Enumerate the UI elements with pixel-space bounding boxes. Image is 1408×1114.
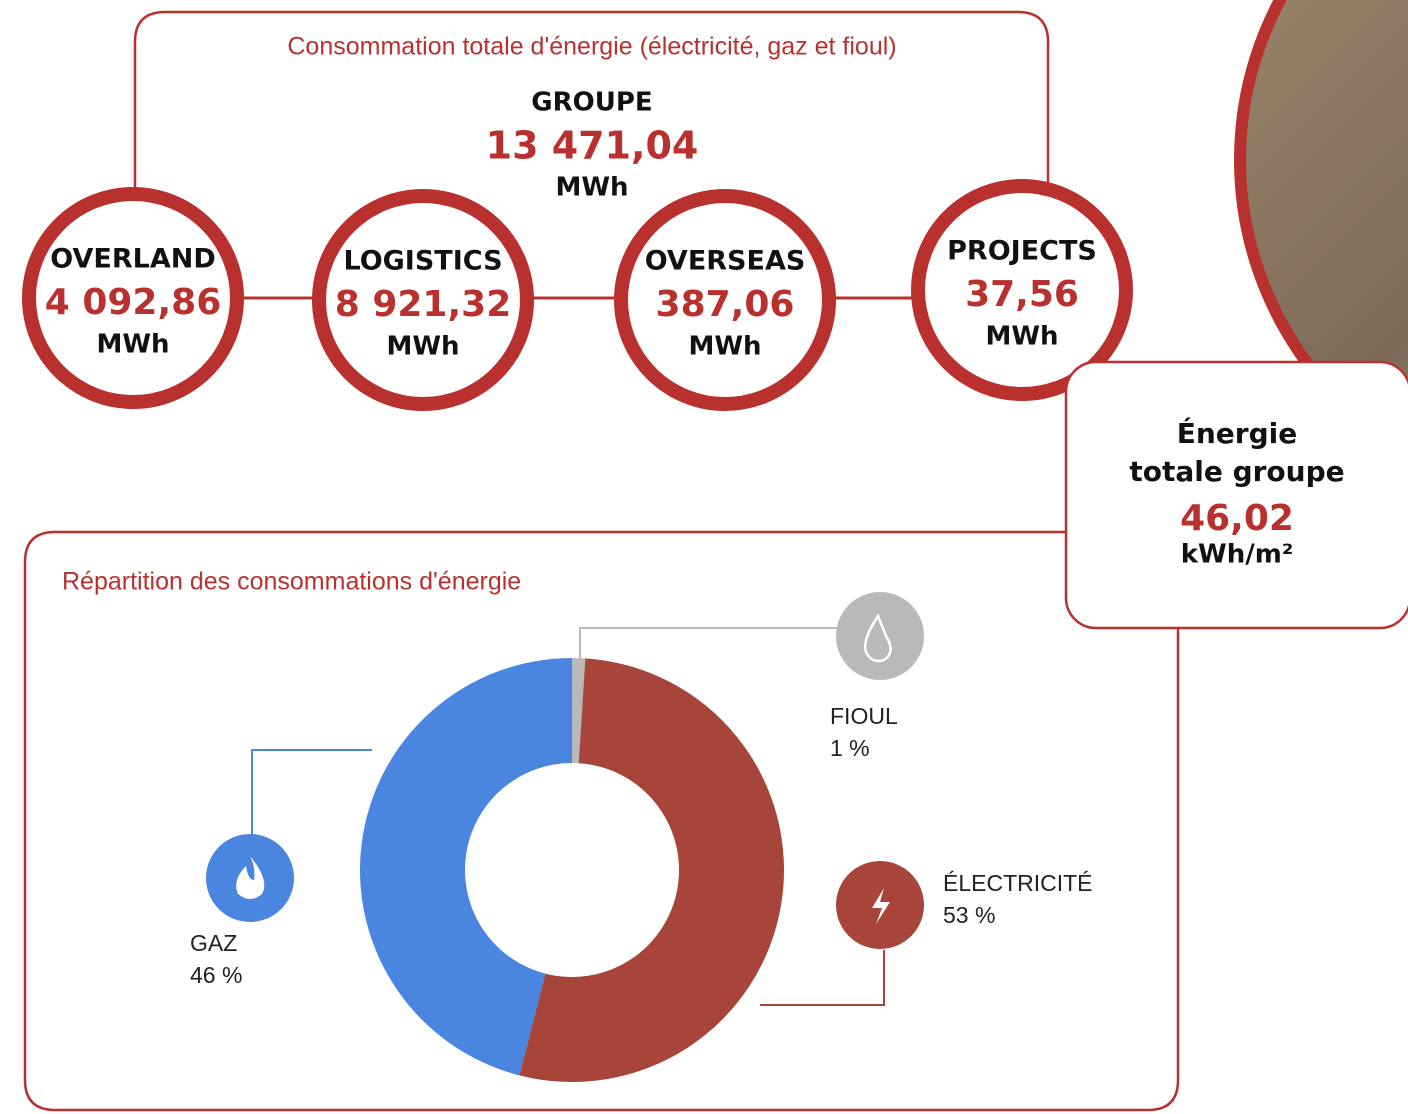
entity-unit: MWh xyxy=(985,322,1058,352)
chart-title: Répartition des consommations d'énergie xyxy=(62,568,521,596)
legend-value: 46 % xyxy=(190,962,242,988)
intensity-title: totale groupe xyxy=(1129,455,1344,488)
leader xyxy=(760,950,885,1006)
group-value: 13 471,04 xyxy=(486,124,699,168)
intensity-box xyxy=(1064,360,1408,630)
entity-circle xyxy=(614,189,836,411)
drop-icon xyxy=(864,613,892,663)
entity-unit: MWh xyxy=(688,332,761,362)
leader xyxy=(579,627,838,660)
flame-icon xyxy=(236,856,265,899)
donut: FIOUL 1 % ÉLECTRICITÉ 53 % GAZ 46 % xyxy=(190,658,1093,1083)
entity-circle xyxy=(312,189,534,411)
intensity-unit: kWh/m² xyxy=(1181,540,1293,570)
entity-label: OVERLAND xyxy=(50,244,215,275)
photo xyxy=(1234,0,1408,461)
entities: OVERLAND 4 092,86 MWh LOGISTICS 8 921,32 MWh O… xyxy=(22,179,1133,411)
group-unit: MWh xyxy=(555,173,628,203)
legend-value: 53 % xyxy=(943,902,995,928)
entity-label: OVERSEAS xyxy=(645,246,806,277)
legend-value: 1 % xyxy=(830,735,870,761)
donut-segment xyxy=(572,658,586,764)
legend-label: ÉLECTRICITÉ xyxy=(943,870,1093,896)
entity-value: 387,06 xyxy=(656,284,795,325)
entity-label: PROJECTS xyxy=(947,236,1097,267)
entity-label: LOGISTICS xyxy=(343,246,502,277)
entity-unit: MWh xyxy=(96,330,169,360)
legend-label: GAZ xyxy=(190,930,237,956)
entity-unit: MWh xyxy=(386,332,459,362)
entity-value: 37,56 xyxy=(965,274,1079,315)
entity-value: 8 921,32 xyxy=(335,284,512,325)
entity-circle xyxy=(911,179,1133,401)
bolt-icon xyxy=(872,888,890,924)
donut-segment xyxy=(519,658,785,1083)
top-title: Consommation totale d'énergie (électrici… xyxy=(287,33,896,61)
top-frame xyxy=(133,10,1050,200)
bottom-frame xyxy=(23,530,1180,1112)
group-label: GROUPE xyxy=(531,88,652,118)
entity-circle xyxy=(22,187,244,409)
leader xyxy=(251,749,372,838)
legend-label: FIOUL xyxy=(830,703,898,729)
intensity-value: 46,02 xyxy=(1180,498,1294,539)
donut-segment xyxy=(360,658,572,1076)
intensity-title: Énergie xyxy=(1177,416,1298,450)
entity-value: 4 092,86 xyxy=(45,282,222,323)
fioul-icon xyxy=(836,592,924,680)
